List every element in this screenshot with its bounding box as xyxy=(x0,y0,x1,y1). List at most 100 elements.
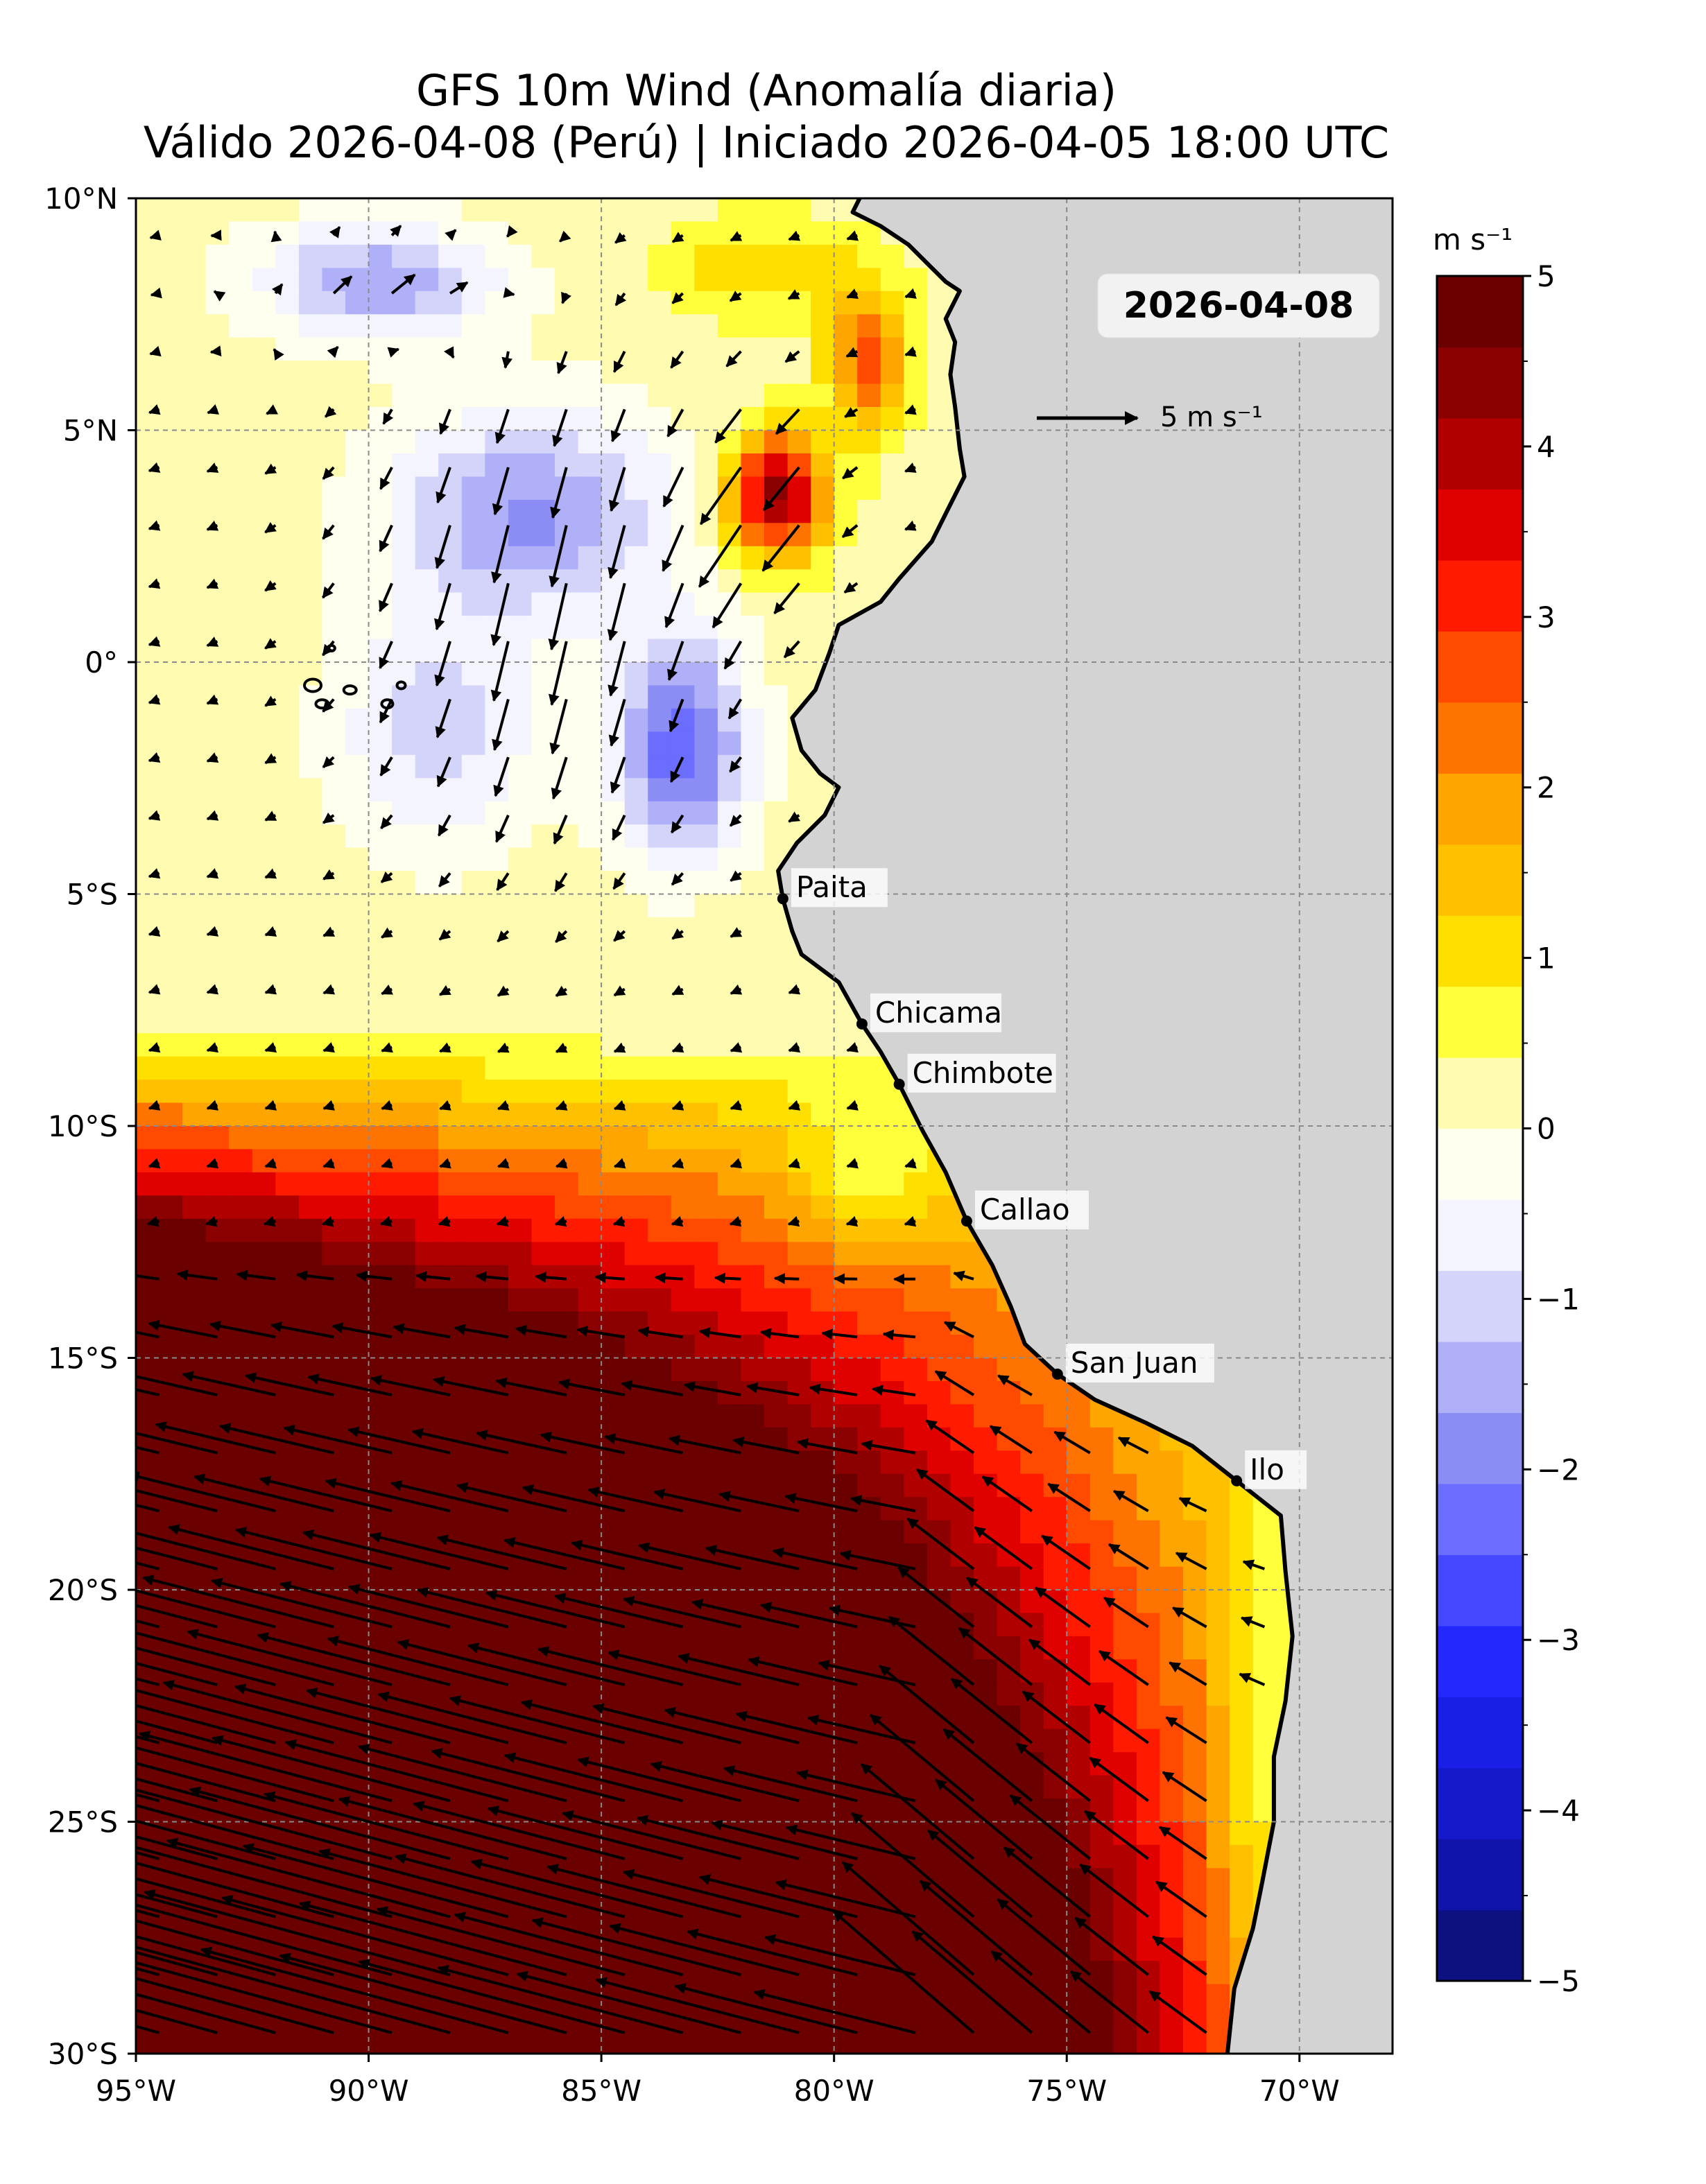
x-tick-label: 85°W xyxy=(561,2074,641,2108)
wind-arrow xyxy=(206,636,219,648)
wind-arrow xyxy=(381,1042,394,1053)
wind-arrow xyxy=(393,1323,451,1339)
wind-arrow xyxy=(264,1791,509,1860)
colorbar-segment xyxy=(1437,1128,1523,1200)
wind-arrow xyxy=(136,1661,218,1687)
wind-arrow xyxy=(551,756,568,800)
wind-arrow xyxy=(136,1903,393,1977)
wind-arrow xyxy=(608,467,626,512)
wind-arrow xyxy=(925,1419,975,1455)
wind-arrow xyxy=(554,1593,684,1629)
wind-arrow xyxy=(670,814,684,834)
wind-arrow xyxy=(636,1814,800,1860)
wind-arrow xyxy=(730,870,742,882)
wind-arrow xyxy=(271,283,284,296)
wind-arrow xyxy=(788,1042,801,1053)
wind-arrow xyxy=(206,868,219,879)
wind-arrow xyxy=(614,292,627,306)
wind-arrow xyxy=(355,1270,393,1282)
wind-arrow xyxy=(666,408,684,437)
wind-arrow xyxy=(966,1577,1033,1629)
wind-arrow xyxy=(476,1430,567,1455)
wind-arrow xyxy=(608,641,626,697)
colorbar-segment xyxy=(1437,1270,1523,1342)
wind-arrow xyxy=(148,752,161,763)
colorbar-tick-label: 0 xyxy=(1537,1112,1556,1146)
wind-arrow xyxy=(497,1158,510,1169)
wind-arrow xyxy=(376,1906,626,1977)
wind-arrow xyxy=(735,1710,858,1744)
wind-arrow xyxy=(650,1760,800,1803)
wind-arrow xyxy=(732,1437,800,1455)
wind-arrow xyxy=(321,1215,334,1227)
wind-arrow xyxy=(554,872,568,892)
wind-arrow xyxy=(556,351,568,374)
wind-arrow xyxy=(549,699,568,755)
wind-arrow xyxy=(559,230,571,243)
colorbar-segment xyxy=(1437,489,1523,561)
colorbar-segment xyxy=(1437,915,1523,987)
wind-arrow xyxy=(796,1769,916,1803)
wind-arrow xyxy=(456,1482,567,1513)
wind-arrow xyxy=(136,1331,160,1339)
wind-arrow xyxy=(520,1699,684,1744)
wind-arrow xyxy=(322,812,335,824)
wind-arrow xyxy=(324,406,337,418)
wind-arrow xyxy=(189,1786,451,1860)
wind-arrow xyxy=(148,1158,161,1169)
wind-arrow xyxy=(136,1819,276,1860)
y-tick-label: 20°S xyxy=(48,1573,118,1607)
wind-arrow xyxy=(555,985,568,997)
wind-arrow xyxy=(438,985,451,996)
wind-arrow xyxy=(730,1158,743,1169)
wind-arrow xyxy=(773,582,800,614)
wind-arrow xyxy=(270,230,282,243)
wind-arrow xyxy=(796,1438,858,1455)
wind-arrow xyxy=(670,350,684,369)
wind-arrow xyxy=(411,1428,509,1455)
reference-vector-key: 5 m s⁻¹ xyxy=(1037,401,1263,433)
wind-arrow xyxy=(209,1320,276,1339)
wind-arrow xyxy=(200,1946,509,2034)
wind-arrow xyxy=(839,1550,916,1570)
wind-arrow xyxy=(761,524,800,572)
wind-arrow xyxy=(136,1446,160,1455)
wind-arrow xyxy=(594,1272,625,1283)
x-tick-label: 90°W xyxy=(329,2074,409,2108)
wind-arrow xyxy=(449,281,469,295)
wind-arrow xyxy=(382,408,394,425)
wind-arrow xyxy=(671,1158,684,1169)
wind-arrow xyxy=(433,1376,509,1396)
wind-arrow xyxy=(871,1385,916,1396)
wind-arrow xyxy=(438,928,451,941)
city-dot xyxy=(960,1215,972,1227)
wind-arrow xyxy=(904,1215,917,1227)
wind-arrow xyxy=(394,1853,626,1918)
wind-arrow xyxy=(136,1803,334,1860)
wind-arrow xyxy=(654,1272,683,1284)
wind-arrow xyxy=(904,1158,917,1169)
wind-arrow xyxy=(522,1484,626,1513)
wind-arrow xyxy=(264,811,277,822)
colorbar-tick-label: 4 xyxy=(1537,430,1556,464)
wind-arrow xyxy=(331,1322,393,1339)
wind-arrow xyxy=(730,927,743,938)
wind-arrow xyxy=(257,1632,451,1687)
wind-arrow xyxy=(211,1577,393,1629)
wind-arrow xyxy=(503,287,515,298)
wind-arrow xyxy=(206,810,219,821)
wind-arrow xyxy=(380,814,393,829)
wind-arrow xyxy=(1053,1430,1091,1455)
wind-arrow xyxy=(748,1656,858,1687)
island-shape xyxy=(395,680,407,691)
wind-arrow xyxy=(729,814,742,827)
wind-arrow xyxy=(555,1158,568,1169)
wind-arrow xyxy=(338,1796,567,1860)
wind-arrow xyxy=(136,1788,393,1860)
wind-arrow xyxy=(555,930,568,944)
wind-arrow xyxy=(322,466,335,480)
wind-arrow xyxy=(723,640,743,670)
wind-arrow xyxy=(730,1100,743,1111)
wind-arrow xyxy=(604,1433,684,1455)
